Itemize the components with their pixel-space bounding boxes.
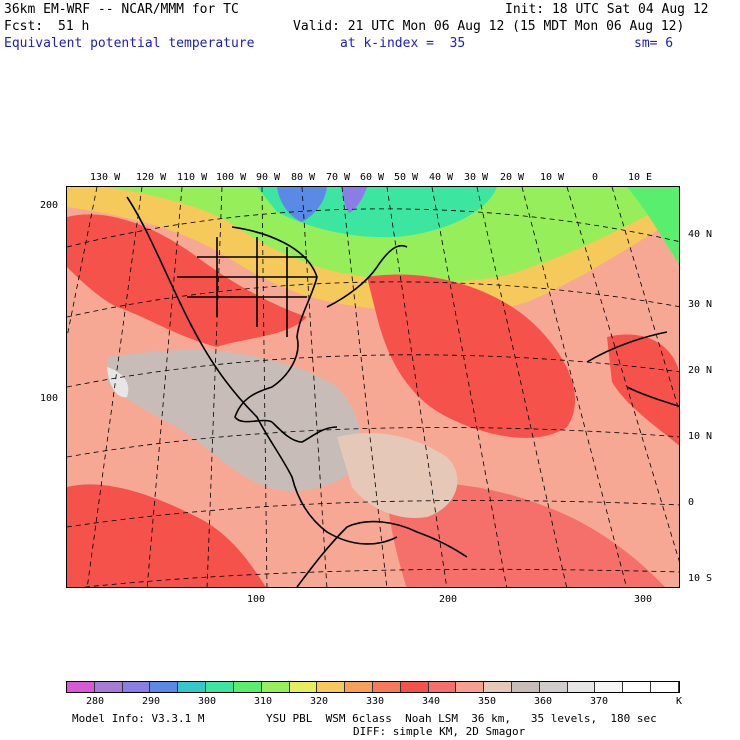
legend-swatch (400, 682, 429, 692)
lon-label: 10 W (540, 172, 565, 183)
lon-label: 50 W (394, 172, 419, 183)
lon-label: 130 W (90, 172, 121, 183)
legend-swatch (206, 682, 234, 692)
legend-swatch (233, 682, 262, 692)
lon-label: 90 W (256, 172, 281, 183)
legend-swatch (345, 682, 373, 692)
legend-swatch (456, 682, 485, 692)
warm-atlantic-red (367, 274, 576, 438)
lat-label: 30 N (688, 299, 713, 310)
legend-swatch (289, 682, 318, 692)
moist-caribbean (337, 433, 458, 518)
grid-x-label: 300 (634, 594, 653, 605)
field-name: Equivalent potential temperature (4, 36, 255, 51)
legend-swatch (512, 682, 540, 692)
lon-label: 110 W (177, 172, 208, 183)
lon-label: 70 W (326, 172, 351, 183)
cold-pocket-blue (277, 187, 327, 222)
grid-x-label: 200 (439, 594, 458, 605)
cold-pocket-violet (342, 187, 367, 213)
legend-swatch (651, 682, 679, 692)
lon-label: 60 W (360, 172, 385, 183)
lat-label: 20 N (688, 365, 713, 376)
legend-swatch (261, 682, 290, 692)
legend-swatch (150, 682, 179, 692)
model-info: Model Info: V3.3.1 M (72, 712, 205, 725)
color-legend (66, 681, 680, 693)
legend-tick: 290 (142, 696, 161, 707)
legend-swatch (484, 682, 512, 692)
warm-us-red (67, 214, 307, 347)
lon-label: 10 E (628, 172, 653, 183)
lat-label: 10 N (688, 431, 713, 442)
lon-label: 40 W (429, 172, 454, 183)
legend-unit: K (676, 696, 683, 707)
smoothing-value: sm= 6 (634, 36, 674, 51)
moist-tropics-grey (107, 349, 361, 491)
legend-tick: 320 (310, 696, 329, 707)
init-time: Init: 18 UTC Sat 04 Aug 12 (505, 2, 709, 17)
legend-tick: 340 (422, 696, 441, 707)
lon-label: 20 W (500, 172, 525, 183)
europe-green (627, 187, 679, 265)
legend-tick: 330 (366, 696, 385, 707)
grid-x-label: 100 (247, 594, 266, 605)
lon-label: 100 W (216, 172, 247, 183)
legend-swatch (372, 682, 401, 692)
legend-tick: 310 (254, 696, 273, 707)
legend-swatch (178, 682, 207, 692)
map-canvas (67, 187, 679, 587)
legend-swatch (67, 682, 95, 692)
physics-info: YSU PBL WSM 6class Noah LSM 36 km, 35 le… (266, 712, 657, 725)
lat-label: 40 N (688, 229, 713, 240)
legend-tick: 360 (534, 696, 553, 707)
graticule (67, 187, 679, 587)
level-index: at k-index = 35 (340, 36, 466, 51)
forecast-label: Fcst: (4, 19, 44, 34)
lon-label: 0 (592, 172, 599, 183)
legend-swatch (122, 682, 151, 692)
warm-africa-red (607, 334, 679, 446)
legend-tick: 370 (590, 696, 609, 707)
legend-swatch (317, 682, 346, 692)
theta-e-map (66, 186, 680, 588)
lat-label: 0 (688, 497, 695, 508)
legend-tick: 280 (86, 696, 105, 707)
legend-tick: 300 (198, 696, 217, 707)
moist-peak-white (107, 367, 129, 398)
legend-swatch (567, 682, 596, 692)
warm-southatl-red (387, 483, 666, 587)
valid-time: Valid: 21 UTC Mon 06 Aug 12 (15 MDT Mon … (293, 19, 685, 34)
grid-y-label: 100 (40, 393, 59, 404)
coastlines (126, 196, 679, 587)
lon-label: 30 W (464, 172, 489, 183)
legend-swatch (539, 682, 568, 692)
lon-label: 80 W (291, 172, 316, 183)
legend-tick: 350 (478, 696, 497, 707)
warm-pacific-red (67, 484, 266, 587)
legend-swatch (94, 682, 123, 692)
model-title: 36km EM-WRF -- NCAR/MMM for TC (4, 2, 239, 17)
legend-swatch (428, 682, 457, 692)
forecast-hour: 51 h (58, 19, 90, 34)
legend-swatch (595, 682, 624, 692)
grid-y-label: 200 (40, 200, 59, 211)
lat-label: 10 S (688, 573, 713, 584)
legend-swatch (623, 682, 652, 692)
diffusion-info: DIFF: simple KM, 2D Smagor (353, 725, 526, 738)
lon-label: 120 W (136, 172, 167, 183)
